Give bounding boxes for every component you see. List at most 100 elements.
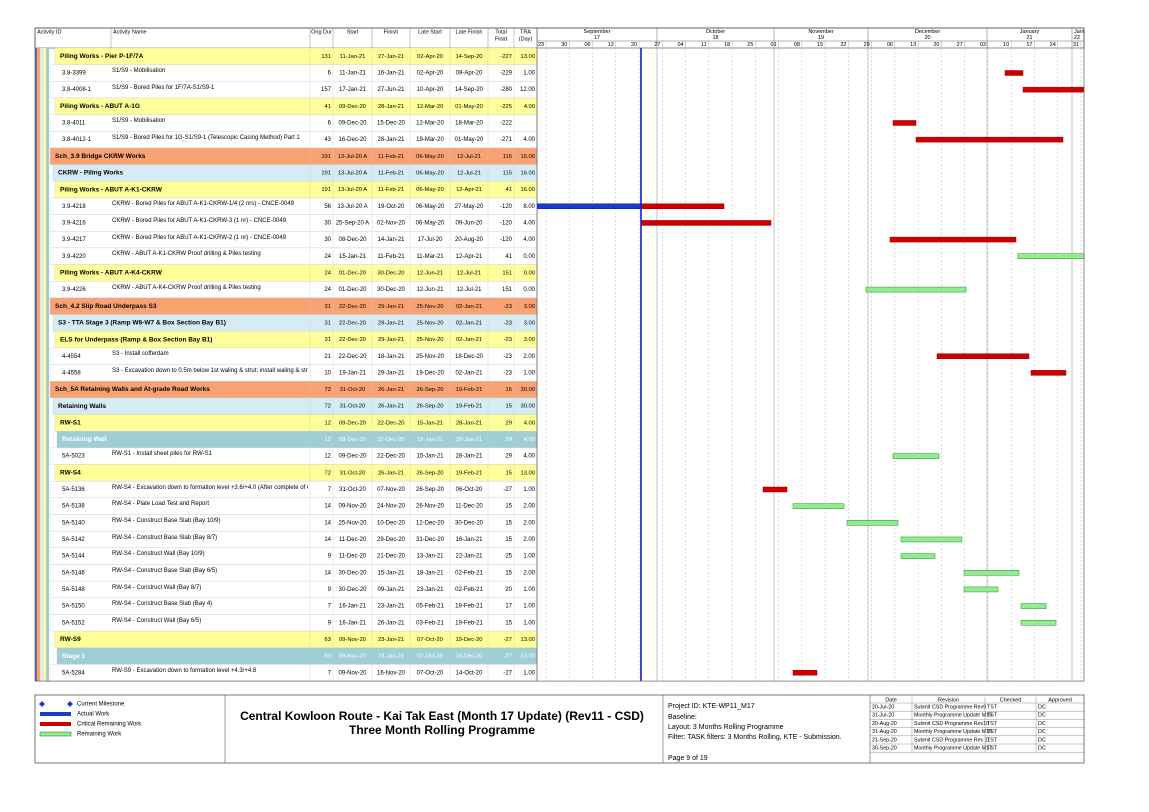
activity-name-box: RW-S4 - Construct Base Slab (Bay 6/5) — [112, 568, 217, 574]
cell: 15-Jan-21 — [417, 420, 443, 426]
cell: 10-Apr-20 — [417, 87, 444, 93]
cell: 2.00 — [523, 537, 535, 543]
cell: 15 — [505, 537, 512, 543]
week-label: 15 — [817, 42, 823, 48]
gantt-bar — [792, 670, 818, 676]
revision-cell: Monthly Programme Update M16 — [914, 729, 992, 735]
revision-header: Checked — [1000, 697, 1022, 703]
activity-name: RW-S4 - Construct Base Slab (Bay 8/7) — [112, 534, 218, 541]
cell: 11-Dec-20 — [339, 537, 367, 543]
cell: 1.00 — [523, 604, 535, 610]
cell: 22-Dec-20 — [377, 454, 406, 460]
cell: 28-Jan-21 — [377, 137, 405, 143]
cell: 09-Jun-20 — [455, 221, 483, 227]
week-label: 22 — [840, 42, 846, 48]
gantt-bar — [900, 553, 936, 559]
week-label: 08 — [794, 42, 800, 48]
activity-id: 3.8-4008-1 — [62, 87, 92, 93]
cell: 02-Feb-21 — [455, 587, 483, 593]
cell: -120 — [500, 237, 513, 243]
cell: 17 — [505, 604, 512, 610]
indent-stripe — [35, 48, 37, 682]
cell: 72 — [325, 470, 331, 476]
month-number: 22 — [1074, 35, 1080, 41]
column-header: (Day) — [519, 36, 533, 42]
revision-header: Revision — [938, 697, 959, 703]
activity-id: 3.9-4216 — [62, 221, 86, 227]
cell: 29-Jan-21 — [378, 304, 404, 310]
cell: 06-May-20 — [416, 221, 445, 227]
cell: 06-May-20 — [416, 154, 444, 160]
wbs-name: RW-S1 — [60, 420, 81, 427]
cell: 09-Apr-20 — [456, 71, 483, 77]
footer-frame — [34, 694, 1085, 764]
week-label: 01 — [771, 42, 777, 48]
cell: 31-Oct-20 — [340, 470, 366, 476]
revision-cell: DC — [1038, 713, 1046, 719]
activity-name-box: RW-S4 - Construct Base Slab (Bay 10/9) — [112, 518, 221, 524]
gantt-bar — [1004, 70, 1024, 76]
cell: 23-Jan-21 — [378, 654, 404, 660]
activity-name: CKRW - ABUT A-K4-CKRW Proof drilling & P… — [112, 284, 261, 291]
cell: 151 — [502, 287, 513, 293]
revision-cell: Submit CSD Programme Rev9 — [914, 705, 986, 711]
month-number: 19 — [818, 35, 824, 41]
revision-cell: TST — [987, 721, 998, 727]
cell: 0.00 — [523, 254, 535, 260]
cell: 26-Jan-21 — [378, 404, 404, 410]
cell: 13.00 — [520, 470, 535, 476]
week-label: 13 — [608, 42, 614, 48]
cell: 18-Dec-20 — [455, 354, 484, 360]
cell: 22-Dec-20 — [338, 354, 367, 360]
wbs-name: Piling Works - Pier P-1F/7A — [60, 53, 144, 60]
cell: 19-Mar-20 — [416, 137, 444, 143]
cell: 41 — [325, 104, 331, 110]
cell: 05-Feb-21 — [416, 604, 444, 610]
cell: 11-Dec-20 — [455, 504, 483, 510]
wbs-name: ELS for Underpass (Ramp & Box Section Ba… — [60, 336, 212, 343]
cell: 115 — [503, 154, 512, 160]
milestone-icon — [67, 701, 73, 707]
month-label: December — [915, 29, 941, 35]
cell: 16-Jan-21 — [339, 620, 367, 626]
column-header: Finish — [384, 29, 399, 35]
revision-header: Date — [885, 697, 897, 703]
cell: 28-Jan-21 — [456, 420, 482, 426]
cell: 23-Jan-21 — [378, 637, 404, 643]
cell: 11-Jan-21 — [339, 71, 366, 77]
legend-label: Remaining Work — [77, 732, 122, 738]
cell: 13-Jan-21 — [416, 554, 444, 560]
revision-cell: TST — [987, 705, 998, 711]
report-subtitle: Three Month Rolling Programme — [349, 723, 535, 737]
revision-cell: 20-Jul-20 — [872, 705, 894, 711]
cell: 12-Mar-20 — [417, 104, 444, 110]
cell: 01-Dec-20 — [339, 270, 366, 276]
cell: 6 — [328, 121, 332, 127]
cell: 19-Dec-20 — [416, 370, 445, 376]
revision-cell: TST — [987, 737, 998, 743]
cell: 31-Dec-20 — [416, 537, 445, 543]
cell: 2.00 — [523, 520, 535, 526]
cell: 29-Jan-21 — [378, 320, 404, 326]
week-label: 23 — [538, 42, 544, 48]
cell: 12-Jul-21 — [457, 270, 481, 276]
revision-cell: DC — [1038, 737, 1046, 743]
revision-header: Approved — [1048, 697, 1072, 703]
month-label: January — [1074, 29, 1094, 35]
cell: 09-Dec-20 — [339, 104, 366, 110]
project-info: Baseline: — [668, 714, 697, 721]
week-label: 27 — [654, 42, 660, 48]
cell: 30 — [324, 237, 331, 243]
cell: 13.00 — [520, 54, 535, 60]
activity-name-box: RW-S4 - Construct Base Slab (Bay 8/7) — [112, 534, 218, 541]
cell: 19-Feb-21 — [456, 404, 483, 410]
cell: -23 — [504, 304, 512, 310]
footer: Current Milestone Actual Work Critical R… — [34, 694, 1085, 764]
column-header: TRA — [520, 29, 531, 35]
gantt-bar — [889, 236, 1017, 243]
revision-cell: 31-Jul-20 — [872, 713, 894, 719]
wbs-name: Piling Works - ABUT A-1G — [60, 103, 140, 110]
cell: -271 — [500, 137, 513, 143]
activity-id: 5A-5140 — [62, 520, 85, 526]
cell: 13.00 — [520, 654, 535, 660]
